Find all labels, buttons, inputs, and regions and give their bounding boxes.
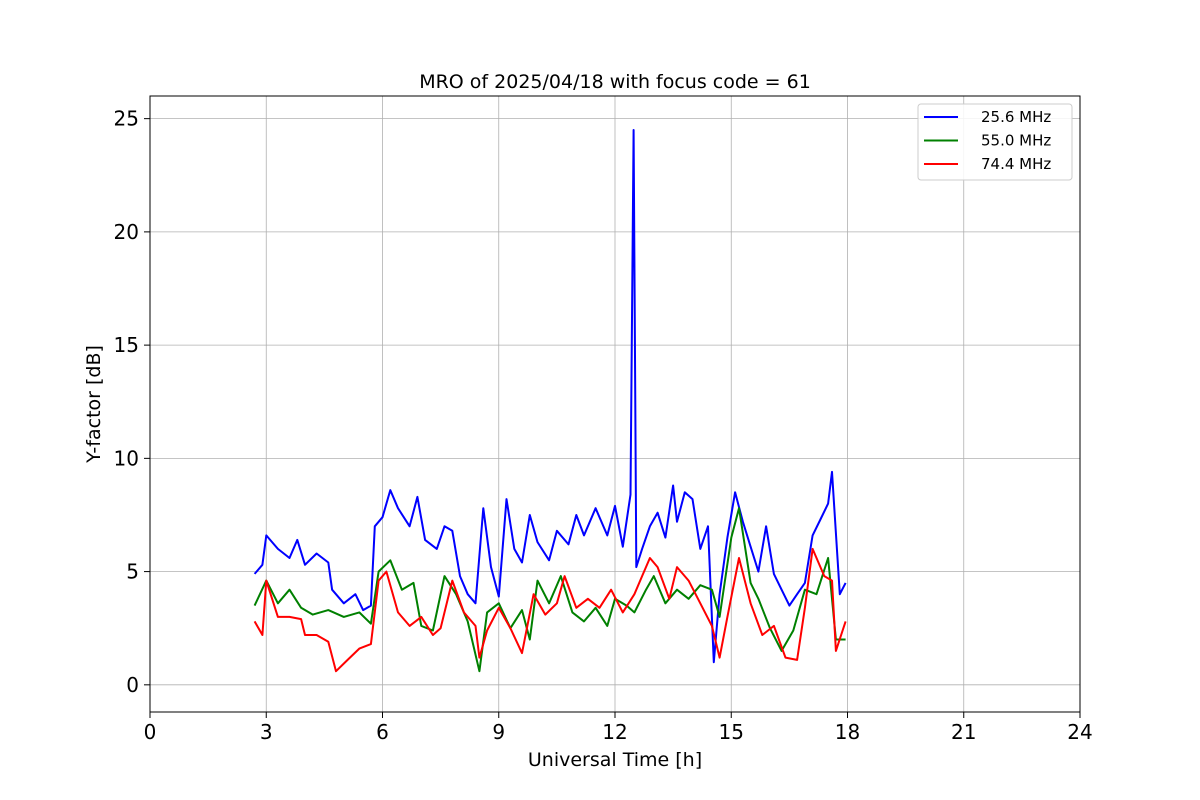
y-tick-label: 20 <box>114 220 139 244</box>
legend-label-1: 25.6 MHz <box>981 108 1051 126</box>
y-tick-label: 5 <box>126 560 139 584</box>
x-tick-label: 6 <box>376 720 389 744</box>
x-axis-label: Universal Time [h] <box>528 749 702 771</box>
x-tick-label: 21 <box>951 720 976 744</box>
y-tick-label: 10 <box>114 446 139 470</box>
plot-series <box>253 129 847 673</box>
y-axis-label: Y-factor [dB] <box>83 345 105 464</box>
x-tick-label: 15 <box>719 720 744 744</box>
x-tick-label: 3 <box>260 720 273 744</box>
legend-label-3: 74.4 MHz <box>981 155 1051 173</box>
axis-ticks: 0 3 6 9 12 15 18 21 24 0 5 10 15 20 25 <box>114 107 1093 744</box>
x-tick-label: 9 <box>492 720 505 744</box>
series-line-2 <box>253 507 846 673</box>
y-tick-label: 25 <box>114 107 139 131</box>
series-line-3 <box>253 547 847 673</box>
legend-label-2: 55.0 MHz <box>981 132 1051 150</box>
legend: 25.6 MHz 55.0 MHz 74.4 MHz <box>917 103 1073 181</box>
y-tick-label: 0 <box>126 673 139 697</box>
y-tick-label: 15 <box>114 333 139 357</box>
x-tick-label: 18 <box>835 720 860 744</box>
x-tick-label: 24 <box>1067 720 1092 744</box>
x-tick-label: 0 <box>144 720 157 744</box>
series-line-1 <box>253 129 847 664</box>
chart-title: MRO of 2025/04/18 with focus code = 61 <box>419 71 811 93</box>
legend-box <box>917 103 1073 181</box>
x-tick-label: 12 <box>602 720 627 744</box>
